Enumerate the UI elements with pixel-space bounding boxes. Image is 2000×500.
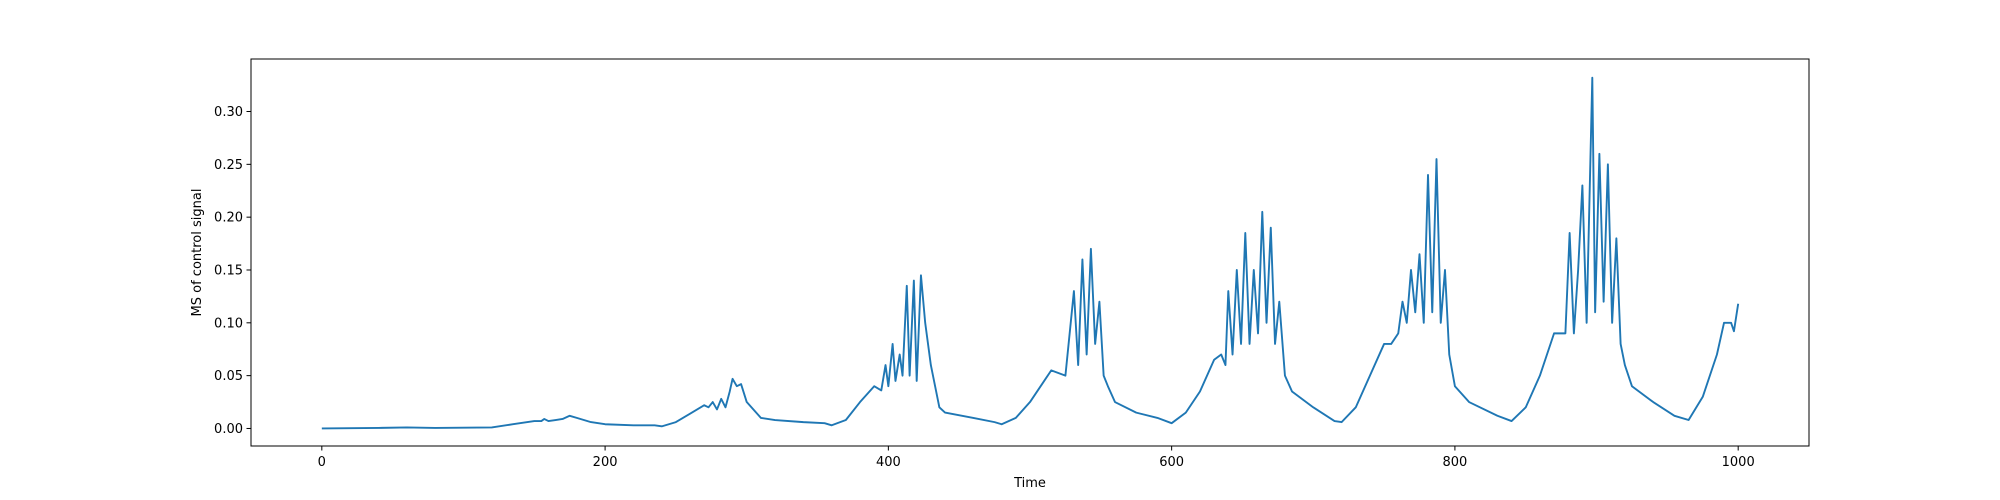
x-tick-label: 0 [318, 455, 326, 470]
y-tick-label: 0.00 [214, 422, 243, 437]
y-tick-label: 0.20 [214, 211, 243, 226]
x-tick-label: 600 [1159, 455, 1184, 470]
x-tick-label: 400 [876, 455, 901, 470]
y-tick-label: 0.25 [214, 158, 243, 173]
data-line [321, 76, 1740, 430]
x-tick-label: 800 [1442, 455, 1467, 470]
y-tick-label: 0.05 [214, 369, 243, 384]
plot-frame [250, 58, 1810, 447]
x-tick-label: 1000 [1722, 455, 1755, 470]
y-axis-label: MS of control signal [190, 189, 205, 317]
y-tick-label: 0.10 [214, 316, 243, 331]
x-axis-label: Time [1013, 476, 1046, 491]
y-tick-label: 0.15 [214, 263, 243, 278]
y-tick-label: 0.30 [214, 105, 243, 120]
x-tick-label: 200 [593, 455, 618, 470]
